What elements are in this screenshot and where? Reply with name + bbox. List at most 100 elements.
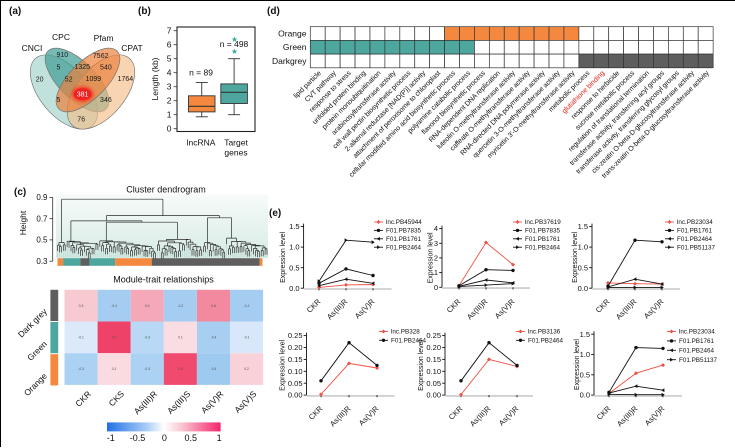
svg-text:1: 1 (434, 268, 438, 277)
svg-text:0.15: 0.15 (426, 355, 441, 364)
svg-text:F01.PB2464: F01.PB2464 (679, 348, 715, 355)
svg-text:-0.3: -0.3 (144, 336, 150, 340)
svg-text:F01.PB1761: F01.PB1761 (677, 228, 713, 235)
svg-text:-1: -1 (107, 433, 115, 443)
svg-text:0.8: 0.8 (178, 367, 183, 371)
svg-text:(c): (c) (14, 187, 26, 198)
svg-text:n = 89: n = 89 (189, 68, 213, 78)
svg-text:Expression level: Expression level (574, 339, 581, 390)
svg-text:3: 3 (167, 82, 172, 92)
svg-text:As(V)R: As(V)R (642, 297, 666, 321)
svg-text:-0.1: -0.1 (78, 336, 84, 340)
svg-text:F01.PB1761: F01.PB1761 (679, 338, 715, 345)
svg-text:lnc.PB3136: lnc.PB3136 (528, 329, 561, 336)
svg-text:Green: Green (25, 339, 49, 363)
svg-text:Pfam: Pfam (94, 33, 114, 43)
svg-text:0.9: 0.9 (36, 193, 48, 202)
svg-text:1: 1 (217, 433, 222, 443)
svg-text:CKR: CKR (445, 297, 463, 315)
svg-text:Expression level: Expression level (418, 339, 425, 390)
svg-text:As(V)R: As(V)R (357, 404, 381, 428)
svg-text:0.3: 0.3 (79, 304, 84, 308)
svg-text:As(V)R: As(V)R (497, 404, 521, 428)
svg-text:CKR: CKR (447, 404, 465, 422)
svg-text:(d): (d) (267, 6, 280, 17)
svg-text:910: 910 (56, 52, 68, 59)
svg-text:0.1: 0.1 (178, 336, 183, 340)
svg-text:Expression level: Expression level (572, 231, 579, 282)
svg-text:381: 381 (77, 92, 89, 99)
svg-text:0.1: 0.1 (112, 367, 117, 371)
svg-text:F01.PB1761: F01.PB1761 (525, 236, 561, 243)
svg-text:(e): (e) (269, 208, 281, 219)
svg-text:F01.PB1761: F01.PB1761 (386, 236, 422, 243)
svg-text:1.0: 1.0 (578, 243, 588, 252)
svg-text:0: 0 (434, 283, 438, 292)
svg-text:Expression level: Expression level (428, 232, 435, 283)
svg-text:0.05: 0.05 (426, 379, 441, 388)
svg-text:Module-trait relationships: Module-trait relationships (113, 275, 214, 285)
svg-text:-0.4: -0.4 (244, 304, 250, 308)
svg-text:lnc.PB23034: lnc.PB23034 (679, 329, 715, 336)
svg-text:0.05: 0.05 (288, 379, 303, 388)
svg-text:0.25: 0.25 (426, 331, 441, 340)
svg-text:As(V)R: As(V)R (353, 297, 377, 321)
svg-text:52: 52 (65, 77, 73, 84)
svg-text:Orange: Orange (278, 29, 307, 39)
svg-text:lnc.PB23034: lnc.PB23034 (677, 219, 713, 226)
svg-text:0.9: 0.9 (112, 336, 117, 340)
svg-text:-0.4: -0.4 (211, 367, 217, 371)
svg-text:2: 2 (434, 254, 438, 263)
svg-text:lnc.PB37619: lnc.PB37619 (525, 219, 561, 226)
svg-text:0.20: 0.20 (288, 343, 303, 352)
svg-text:-0.5: -0.5 (130, 433, 146, 443)
svg-text:-0.4: -0.4 (211, 336, 217, 340)
svg-text:As(III)R: As(III)R (328, 404, 353, 429)
svg-text:CKR: CKR (73, 389, 93, 409)
svg-text:540: 540 (100, 65, 112, 72)
svg-text:0.10: 0.10 (426, 367, 441, 376)
svg-text:genes: genes (224, 148, 247, 158)
svg-text:1.0: 1.0 (580, 350, 590, 359)
svg-text:F01.PB2464: F01.PB2464 (386, 244, 422, 251)
svg-text:As(V)R: As(V)R (643, 404, 667, 428)
svg-text:CPAT: CPAT (121, 43, 142, 53)
svg-text:F01.PB2464: F01.PB2464 (525, 244, 561, 251)
svg-text:lncRNA: lncRNA (187, 138, 216, 148)
svg-text:0.0: 0.0 (289, 284, 299, 293)
svg-text:-0.3: -0.3 (78, 367, 84, 371)
svg-text:CKS: CKS (107, 389, 127, 409)
svg-text:Expression level: Expression level (280, 339, 287, 390)
svg-text:As(III)R: As(III)R (615, 404, 640, 429)
svg-text:F01.PB51137: F01.PB51137 (677, 244, 716, 251)
svg-text:Green: Green (283, 42, 307, 52)
svg-text:0.25: 0.25 (288, 331, 303, 340)
svg-text:0.4: 0.4 (145, 304, 150, 308)
svg-text:As(III)R: As(III)R (614, 297, 639, 322)
svg-text:F01.PB7835: F01.PB7835 (525, 228, 561, 235)
svg-text:As(III)R: As(III)R (325, 297, 350, 322)
svg-text:As(V)R: As(V)R (493, 297, 517, 321)
svg-text:7: 7 (167, 26, 172, 36)
svg-text:-0.4: -0.4 (111, 304, 117, 308)
svg-text:Expression level: Expression level (280, 231, 287, 282)
svg-text:5: 5 (167, 54, 172, 64)
svg-text:5: 5 (57, 65, 61, 72)
svg-text:-0.2: -0.2 (177, 304, 183, 308)
svg-text:4: 4 (434, 224, 438, 233)
svg-text:CPC: CPC (52, 32, 70, 42)
svg-text:As(III)S: As(III)S (165, 389, 192, 416)
svg-text:0: 0 (167, 124, 172, 134)
svg-text:0.5: 0.5 (184, 433, 197, 443)
svg-text:0.0: 0.0 (580, 391, 590, 400)
svg-text:-0.3: -0.3 (144, 367, 150, 371)
svg-text:2: 2 (167, 96, 172, 106)
svg-text:lnc.PB45944: lnc.PB45944 (386, 219, 422, 226)
svg-text:CKR: CKR (594, 297, 612, 315)
svg-text:6: 6 (167, 40, 172, 50)
svg-text:F01.PB2464: F01.PB2464 (528, 338, 564, 345)
svg-text:1325: 1325 (75, 64, 91, 71)
svg-text:CKR: CKR (307, 404, 325, 422)
svg-text:CKR: CKR (595, 404, 613, 422)
svg-text:20: 20 (36, 77, 44, 84)
